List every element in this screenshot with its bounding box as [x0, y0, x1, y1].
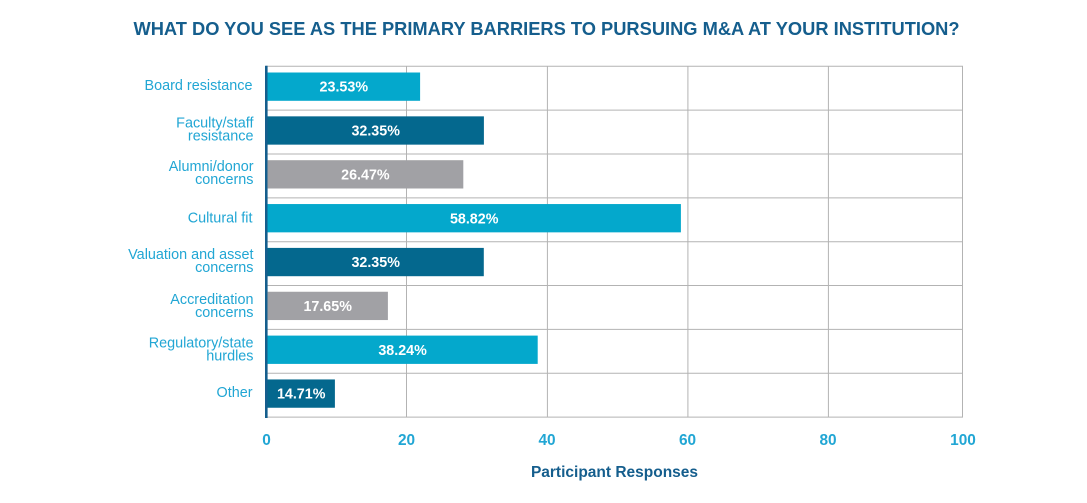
svg-text:Alumni/donor: Alumni/donor — [169, 159, 254, 175]
svg-text:Valuation and asset: Valuation and asset — [128, 247, 253, 263]
svg-text:WHAT DO YOU SEE AS THE PRIMARY: WHAT DO YOU SEE AS THE PRIMARY BARRIERS … — [133, 18, 959, 39]
svg-text:17.65%: 17.65% — [303, 299, 352, 315]
svg-text:38.24%: 38.24% — [378, 343, 427, 359]
svg-text:Accreditation: Accreditation — [170, 292, 253, 308]
svg-text:32.35%: 32.35% — [351, 124, 400, 140]
svg-text:100: 100 — [950, 432, 976, 449]
svg-text:Faculty/staff: Faculty/staff — [176, 115, 254, 131]
svg-text:0: 0 — [262, 432, 271, 449]
svg-text:Regulatory/state: Regulatory/state — [149, 336, 254, 352]
svg-text:58.82%: 58.82% — [450, 211, 499, 227]
svg-text:32.35%: 32.35% — [351, 255, 400, 271]
svg-text:20: 20 — [398, 432, 415, 449]
svg-text:80: 80 — [819, 432, 836, 449]
svg-text:26.47%: 26.47% — [341, 167, 390, 183]
svg-text:concerns: concerns — [195, 260, 253, 276]
svg-text:Other: Other — [217, 385, 253, 401]
svg-text:Participant Responses: Participant Responses — [531, 464, 698, 481]
svg-text:concerns: concerns — [195, 305, 253, 321]
svg-text:23.53%: 23.53% — [320, 80, 369, 96]
svg-text:resistance: resistance — [188, 128, 254, 144]
svg-text:Board resistance: Board resistance — [145, 78, 253, 94]
svg-text:14.71%: 14.71% — [277, 387, 326, 403]
svg-text:40: 40 — [538, 432, 555, 449]
svg-text:60: 60 — [679, 432, 696, 449]
svg-text:Cultural fit: Cultural fit — [188, 210, 253, 226]
svg-text:hurdles: hurdles — [206, 349, 253, 365]
svg-text:concerns: concerns — [195, 172, 253, 188]
